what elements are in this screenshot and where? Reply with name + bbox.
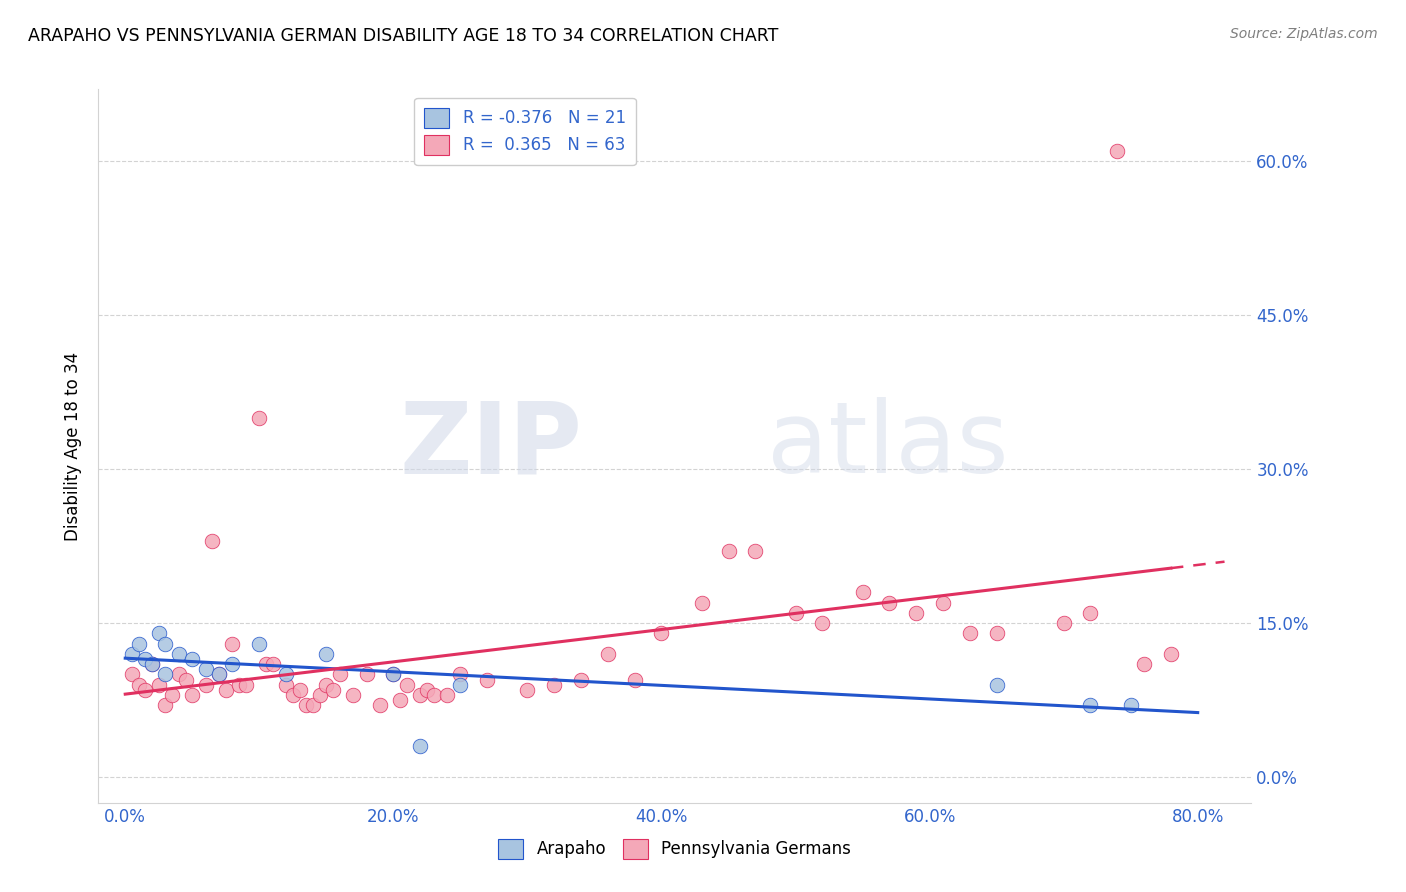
- Point: [851, 585, 873, 599]
- Point: [389, 693, 412, 707]
- Point: [395, 678, 418, 692]
- Point: [155, 667, 177, 681]
- Point: [879, 596, 901, 610]
- Y-axis label: Disability Age 18 to 34: Disability Age 18 to 34: [65, 351, 83, 541]
- Point: [148, 678, 170, 692]
- Point: [134, 652, 156, 666]
- Point: [543, 678, 565, 692]
- Point: [155, 698, 177, 713]
- Point: [811, 616, 834, 631]
- Point: [744, 544, 766, 558]
- Point: [208, 667, 231, 681]
- Point: [121, 667, 143, 681]
- Point: [382, 667, 405, 681]
- Point: [1160, 647, 1182, 661]
- Point: [449, 678, 471, 692]
- Point: [254, 657, 277, 672]
- Point: [422, 688, 444, 702]
- Text: atlas: atlas: [768, 398, 1008, 494]
- Point: [128, 637, 150, 651]
- Point: [215, 682, 238, 697]
- Point: [288, 682, 311, 697]
- Point: [221, 657, 243, 672]
- Point: [1053, 616, 1076, 631]
- Point: [155, 637, 177, 651]
- Point: [356, 667, 378, 681]
- Text: Source: ZipAtlas.com: Source: ZipAtlas.com: [1230, 27, 1378, 41]
- Point: [128, 678, 150, 692]
- Point: [148, 626, 170, 640]
- Point: [1133, 657, 1156, 672]
- Point: [416, 682, 439, 697]
- Point: [690, 596, 713, 610]
- Point: [160, 688, 183, 702]
- Point: [477, 673, 499, 687]
- Point: [174, 673, 197, 687]
- Point: [302, 698, 325, 713]
- Point: [315, 678, 337, 692]
- Point: [181, 652, 204, 666]
- Point: [409, 739, 432, 754]
- Point: [650, 626, 672, 640]
- Point: [959, 626, 981, 640]
- Point: [569, 673, 592, 687]
- Point: [409, 688, 432, 702]
- Point: [986, 678, 1008, 692]
- Point: [228, 678, 250, 692]
- Point: [1119, 698, 1142, 713]
- Point: [274, 678, 297, 692]
- Point: [986, 626, 1008, 640]
- Point: [141, 657, 163, 672]
- Point: [1080, 606, 1102, 620]
- Point: [201, 533, 224, 548]
- Point: [134, 682, 156, 697]
- Legend: Arapaho, Pennsylvania Germans: Arapaho, Pennsylvania Germans: [492, 832, 858, 866]
- Point: [274, 667, 297, 681]
- Point: [785, 606, 807, 620]
- Point: [905, 606, 928, 620]
- Point: [167, 647, 190, 661]
- Point: [623, 673, 645, 687]
- Point: [208, 667, 231, 681]
- Point: [167, 667, 190, 681]
- Point: [181, 688, 204, 702]
- Text: ZIP: ZIP: [399, 398, 582, 494]
- Point: [717, 544, 740, 558]
- Point: [382, 667, 405, 681]
- Point: [315, 647, 337, 661]
- Point: [308, 688, 330, 702]
- Point: [449, 667, 471, 681]
- Point: [516, 682, 538, 697]
- Point: [368, 698, 391, 713]
- Point: [194, 678, 217, 692]
- Text: ARAPAHO VS PENNSYLVANIA GERMAN DISABILITY AGE 18 TO 34 CORRELATION CHART: ARAPAHO VS PENNSYLVANIA GERMAN DISABILIT…: [28, 27, 779, 45]
- Point: [436, 688, 458, 702]
- Point: [221, 637, 243, 651]
- Point: [295, 698, 318, 713]
- Point: [1107, 144, 1129, 158]
- Point: [141, 657, 163, 672]
- Point: [1080, 698, 1102, 713]
- Point: [342, 688, 364, 702]
- Point: [329, 667, 352, 681]
- Point: [247, 637, 270, 651]
- Point: [194, 662, 217, 676]
- Point: [247, 410, 270, 425]
- Point: [281, 688, 304, 702]
- Point: [262, 657, 284, 672]
- Point: [932, 596, 955, 610]
- Point: [596, 647, 619, 661]
- Point: [121, 647, 143, 661]
- Point: [235, 678, 257, 692]
- Point: [322, 682, 344, 697]
